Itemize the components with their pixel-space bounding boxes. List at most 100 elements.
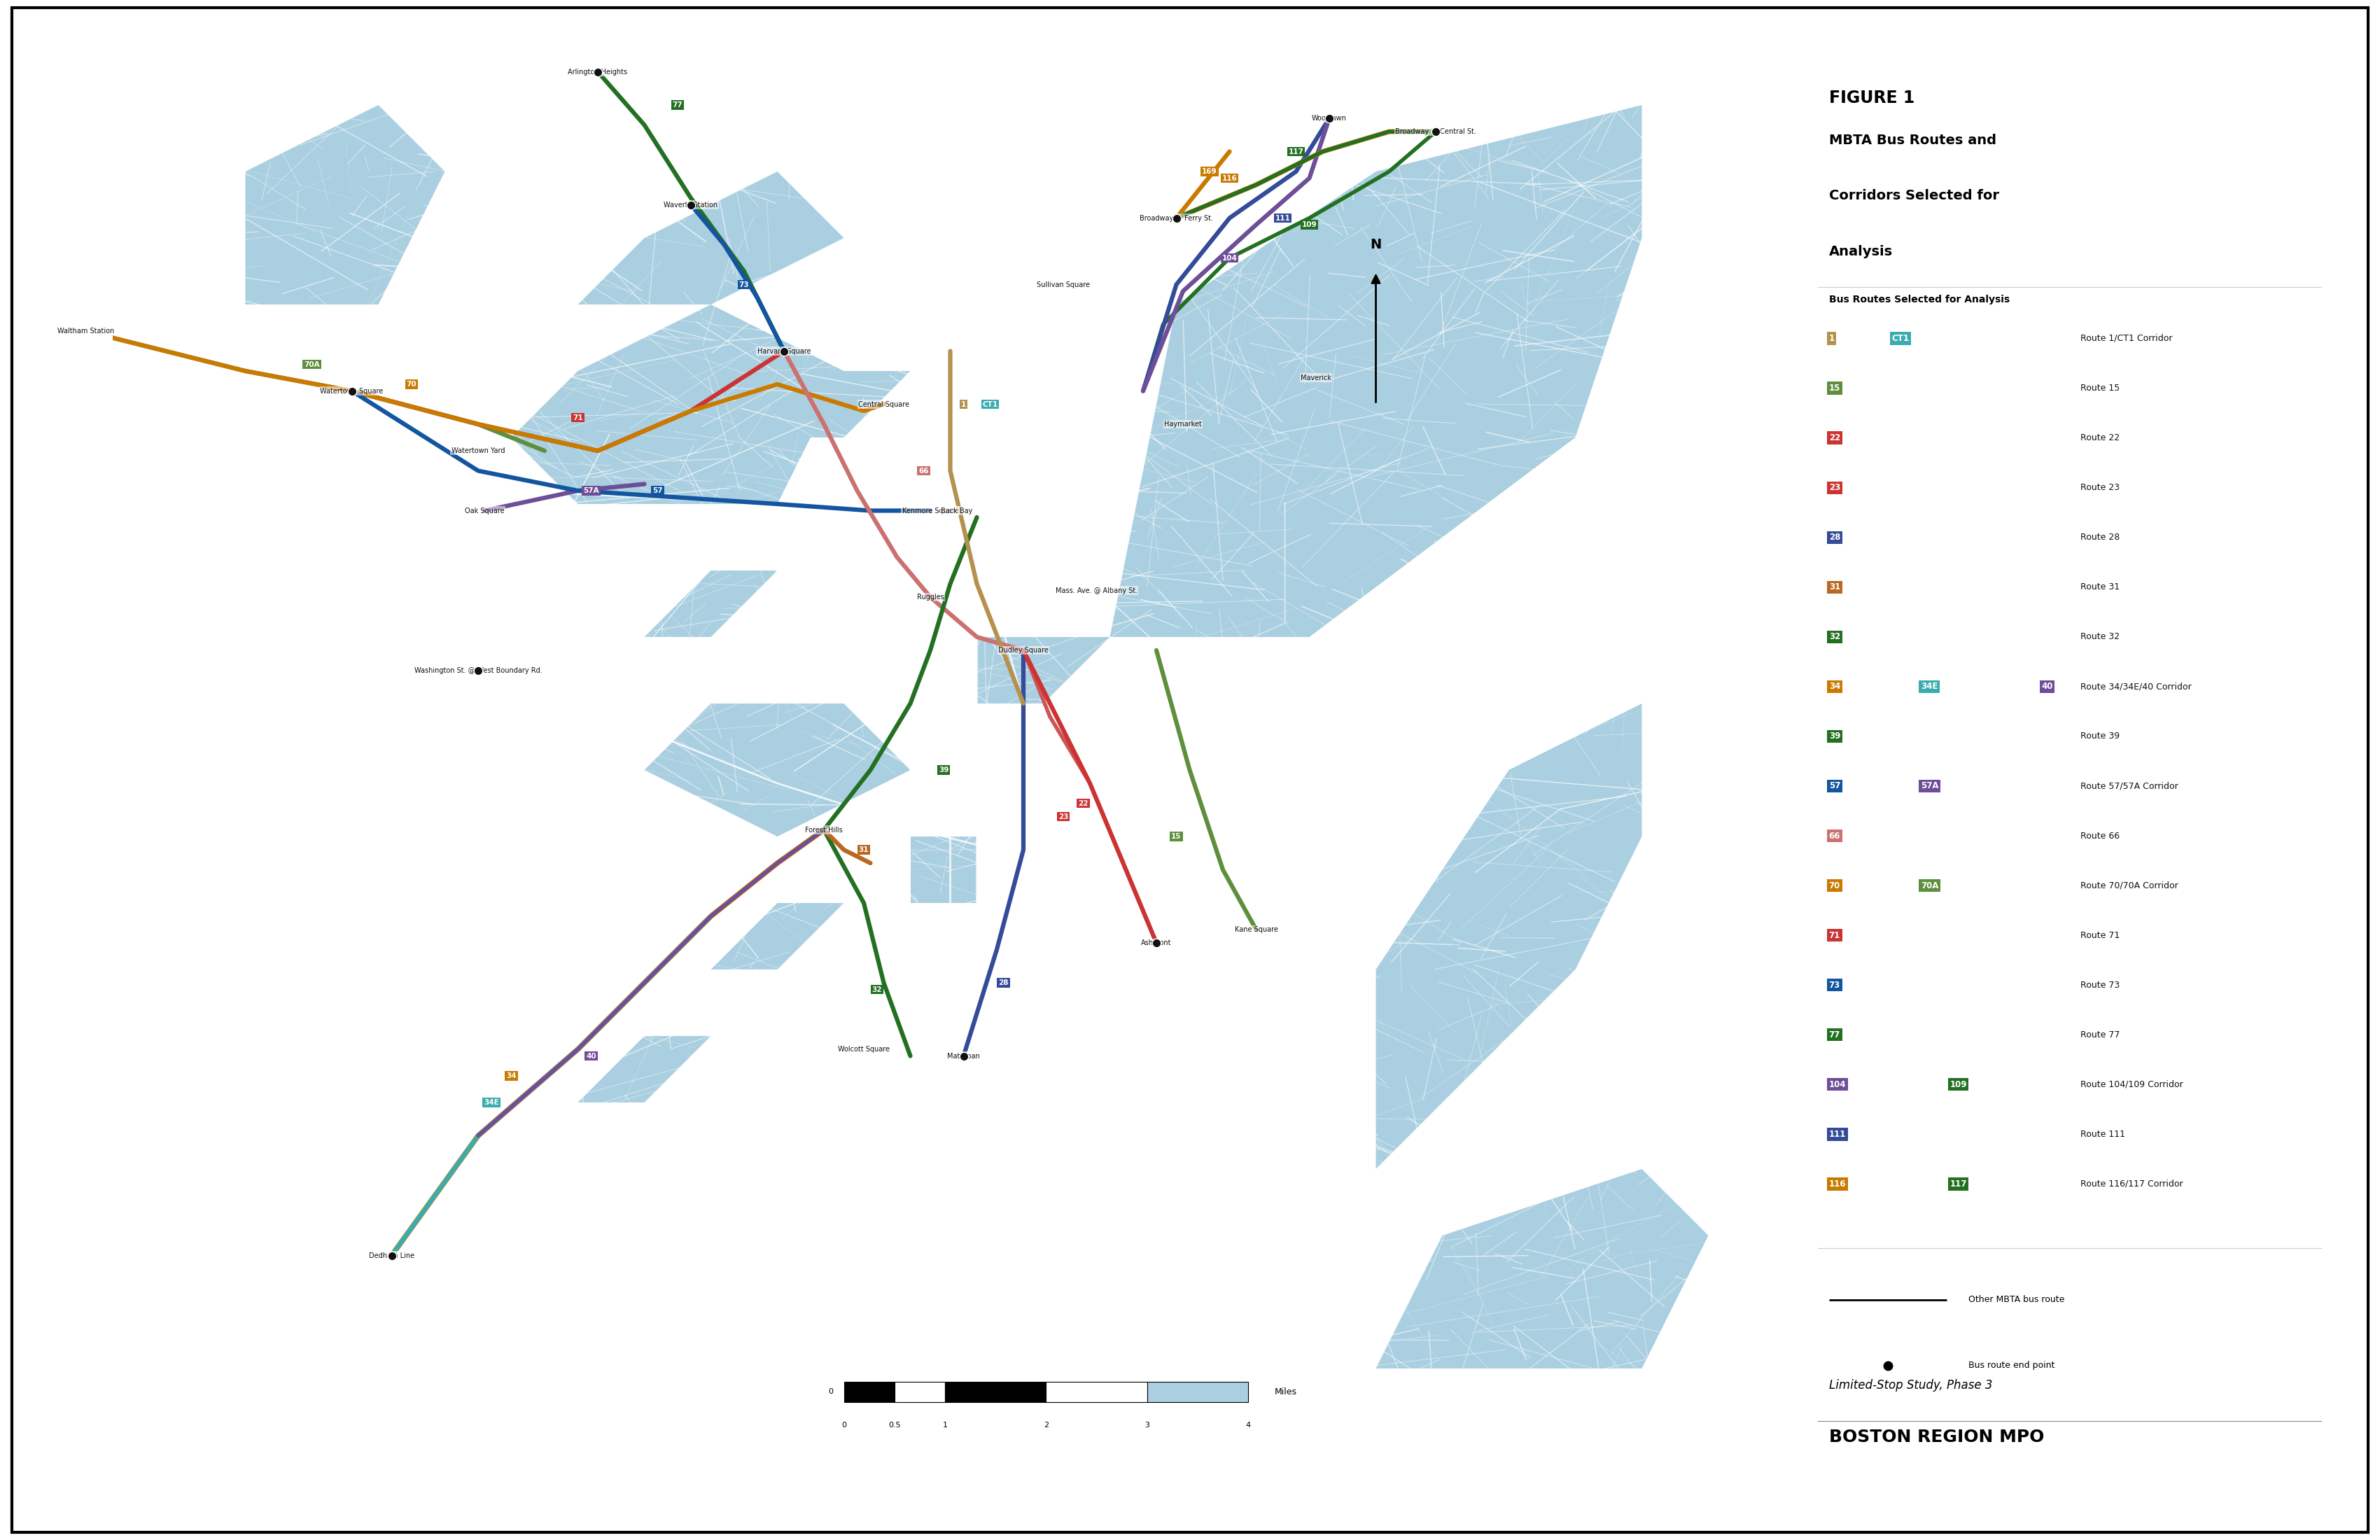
Text: Watertown Yard: Watertown Yard xyxy=(452,447,505,454)
Text: 104: 104 xyxy=(1221,254,1238,262)
Text: 28: 28 xyxy=(997,979,1009,986)
Text: Route 77: Route 77 xyxy=(2080,1030,2121,1040)
Text: Dudley Square: Dudley Square xyxy=(997,647,1050,654)
Polygon shape xyxy=(945,1381,1047,1401)
Text: 40: 40 xyxy=(585,1052,597,1060)
Text: Route 34/34E/40 Corridor: Route 34/34E/40 Corridor xyxy=(2080,682,2192,691)
Text: 117: 117 xyxy=(1288,148,1304,156)
Text: 4: 4 xyxy=(1245,1421,1250,1429)
Text: Route 32: Route 32 xyxy=(2080,633,2121,642)
Text: Corridors Selected for: Corridors Selected for xyxy=(1828,189,1999,202)
Text: Route 66: Route 66 xyxy=(2080,832,2121,841)
Text: 23: 23 xyxy=(1059,813,1069,821)
Text: Route 104/109 Corridor: Route 104/109 Corridor xyxy=(2080,1080,2182,1089)
Text: Limited-Stop Study, Phase 3: Limited-Stop Study, Phase 3 xyxy=(1828,1380,1992,1392)
Polygon shape xyxy=(1109,105,1642,638)
Polygon shape xyxy=(578,1036,712,1103)
Text: Route 39: Route 39 xyxy=(2080,732,2121,741)
Text: 66: 66 xyxy=(919,467,928,474)
Text: Sullivan Square: Sullivan Square xyxy=(1038,282,1090,288)
Text: 31: 31 xyxy=(1828,582,1840,591)
Text: 73: 73 xyxy=(1828,981,1840,990)
Polygon shape xyxy=(645,704,912,836)
Text: 66: 66 xyxy=(1828,832,1840,841)
Polygon shape xyxy=(1147,1381,1247,1401)
Text: 57A: 57A xyxy=(583,487,600,494)
Text: 57: 57 xyxy=(652,487,662,494)
Text: 109: 109 xyxy=(1949,1080,1966,1089)
Text: 34: 34 xyxy=(1828,682,1840,691)
Text: 57A: 57A xyxy=(1921,781,1937,790)
Polygon shape xyxy=(1376,1169,1709,1369)
Text: Mass. Ave. @ Albany St.: Mass. Ave. @ Albany St. xyxy=(1054,587,1138,594)
Text: Wolcott Square: Wolcott Square xyxy=(838,1046,890,1053)
Text: Route 23: Route 23 xyxy=(2080,484,2121,493)
Text: Forest Hills: Forest Hills xyxy=(804,827,843,833)
Text: Route 70/70A Corridor: Route 70/70A Corridor xyxy=(2080,881,2178,890)
Text: 34: 34 xyxy=(507,1072,516,1080)
Text: 1: 1 xyxy=(942,1421,947,1429)
Text: BOSTON REGION MPO: BOSTON REGION MPO xyxy=(1828,1429,2044,1445)
Text: 116: 116 xyxy=(1221,174,1238,182)
Text: 28: 28 xyxy=(1828,533,1840,542)
Text: 0: 0 xyxy=(843,1421,847,1429)
Text: 22: 22 xyxy=(1078,799,1088,807)
Text: 23: 23 xyxy=(1828,484,1840,493)
Text: 32: 32 xyxy=(871,986,883,993)
Text: Bus Routes Selected for Analysis: Bus Routes Selected for Analysis xyxy=(1828,294,2009,305)
Text: Oak Square: Oak Square xyxy=(464,507,505,514)
Polygon shape xyxy=(712,902,845,970)
Text: Haymarket: Haymarket xyxy=(1164,420,1202,428)
Text: CT1: CT1 xyxy=(983,400,997,408)
Text: Route 71: Route 71 xyxy=(2080,930,2121,939)
Text: Watertown Square: Watertown Square xyxy=(321,388,383,394)
Text: 15: 15 xyxy=(1171,833,1180,839)
Text: 57: 57 xyxy=(1828,781,1840,790)
Text: Route 57/57A Corridor: Route 57/57A Corridor xyxy=(2080,781,2178,790)
Text: Route 31: Route 31 xyxy=(2080,582,2121,591)
Text: Other MBTA bus route: Other MBTA bus route xyxy=(1968,1295,2066,1304)
Text: Route 15: Route 15 xyxy=(2080,383,2121,393)
Text: Kenmore Square: Kenmore Square xyxy=(902,507,959,514)
Text: 109: 109 xyxy=(1302,222,1316,228)
Text: 70: 70 xyxy=(1828,881,1840,890)
Text: 71: 71 xyxy=(574,414,583,420)
Text: Waltham Station: Waltham Station xyxy=(57,328,114,334)
Text: Waverly Station: Waverly Station xyxy=(664,202,719,208)
Text: Washington St. @ West Boundary Rd.: Washington St. @ West Boundary Rd. xyxy=(414,667,543,675)
Text: Broadway @ Central St.: Broadway @ Central St. xyxy=(1395,128,1476,136)
Polygon shape xyxy=(912,836,976,902)
Text: 104: 104 xyxy=(1828,1080,1847,1089)
Text: Ashmont: Ashmont xyxy=(1140,939,1171,947)
Text: Back Bay: Back Bay xyxy=(940,507,973,514)
Polygon shape xyxy=(578,171,845,305)
Text: CT1: CT1 xyxy=(1892,334,1909,343)
Text: 34E: 34E xyxy=(1921,682,1937,691)
Text: 0: 0 xyxy=(828,1388,833,1395)
Text: Arlington Heights: Arlington Heights xyxy=(569,68,628,75)
Text: 31: 31 xyxy=(859,847,869,853)
Text: FIGURE 1: FIGURE 1 xyxy=(1828,89,1914,106)
Text: Route 111: Route 111 xyxy=(2080,1130,2125,1140)
Text: 39: 39 xyxy=(1828,732,1840,741)
Text: 117: 117 xyxy=(1949,1180,1966,1189)
Text: 22: 22 xyxy=(1828,433,1840,442)
Polygon shape xyxy=(245,105,445,305)
Text: 116: 116 xyxy=(1828,1180,1847,1189)
Text: N: N xyxy=(1371,239,1380,251)
Text: Route 116/117 Corridor: Route 116/117 Corridor xyxy=(2080,1180,2182,1189)
Text: Bus route end point: Bus route end point xyxy=(1968,1361,2054,1371)
Text: Miles: Miles xyxy=(1276,1388,1297,1397)
Text: 70A: 70A xyxy=(305,360,319,368)
Text: Kane Square: Kane Square xyxy=(1235,926,1278,933)
Text: 39: 39 xyxy=(938,767,950,773)
Text: 111: 111 xyxy=(1276,214,1290,222)
Polygon shape xyxy=(645,570,778,638)
Text: 70: 70 xyxy=(407,380,416,388)
Text: 111: 111 xyxy=(1828,1130,1847,1140)
Polygon shape xyxy=(895,1381,945,1401)
Polygon shape xyxy=(1376,704,1642,1169)
Text: 34E: 34E xyxy=(483,1100,500,1106)
Text: 3: 3 xyxy=(1145,1421,1150,1429)
Polygon shape xyxy=(845,1381,895,1401)
